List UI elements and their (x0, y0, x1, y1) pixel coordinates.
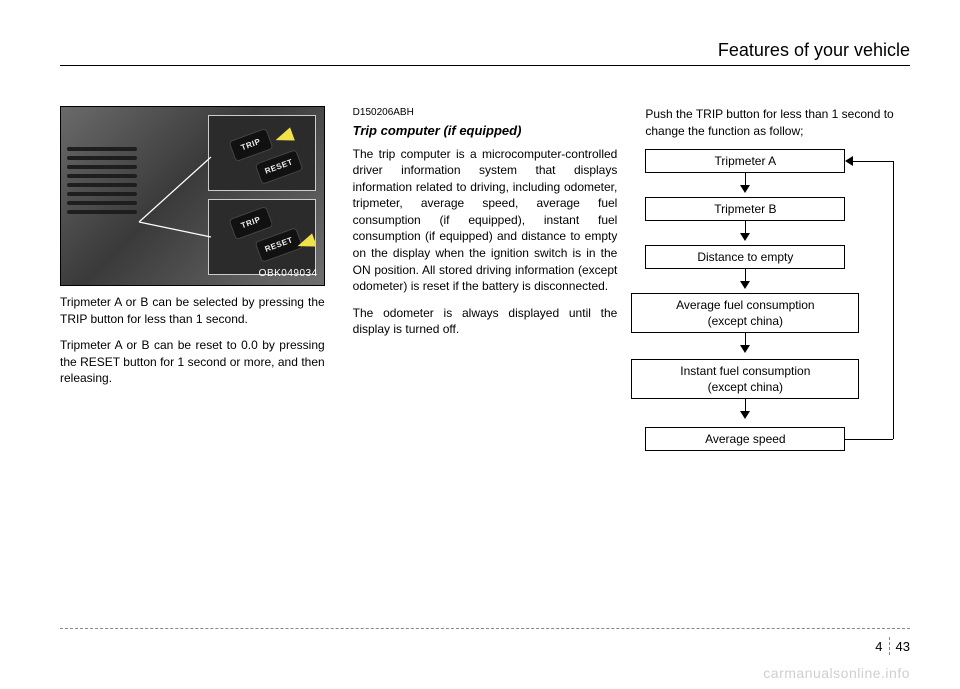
callout-lines (61, 107, 324, 285)
flow-box: Tripmeter A (645, 149, 845, 173)
footer-rule (60, 628, 910, 629)
column-3: Push the TRIP button for less than 1 sec… (645, 106, 910, 509)
chapter-number: 4 (875, 639, 882, 654)
trip-mode-flow-diagram: Tripmeter A Tripmeter B Distance to empty A… (645, 149, 910, 509)
flow-box: Instant fuel consumption (except china) (631, 359, 859, 399)
col2-paragraph-2: The odometer is always displayed until t… (353, 305, 618, 338)
page-index: 43 (896, 639, 910, 654)
flow-box: Average speed (645, 427, 845, 451)
section-subheading: Trip computer (if equipped) (353, 122, 618, 140)
flow-down-arrow (739, 173, 751, 193)
flow-return-line (853, 161, 893, 162)
column-1: TRIP RESET TRIP RESET OBK049034 Tripmete… (60, 106, 325, 509)
column-2: D150206ABH Trip computer (if equipped) T… (353, 106, 618, 509)
section-code: D150206ABH (353, 106, 618, 120)
flow-box: Distance to empty (645, 245, 845, 269)
page-number-separator (889, 637, 890, 655)
col1-paragraph-1: Tripmeter A or B can be selected by pres… (60, 294, 325, 327)
header-rule (60, 65, 910, 66)
flow-box: Average fuel consumption (except china) (631, 293, 859, 333)
page-section-title: Features of your vehicle (60, 40, 910, 61)
flow-return-arrowhead (845, 156, 853, 166)
watermark: carmanualsonline.info (763, 665, 910, 681)
col2-paragraph-1: The trip computer is a microcomputer-con… (353, 146, 618, 295)
flow-down-arrow (739, 269, 751, 289)
flow-down-arrow (739, 333, 751, 353)
flow-return-line (893, 161, 894, 439)
content-columns: TRIP RESET TRIP RESET OBK049034 Tripmete… (60, 106, 910, 509)
photo-reference-code: OBK049034 (259, 267, 318, 281)
flow-box: Tripmeter B (645, 197, 845, 221)
col3-intro: Push the TRIP button for less than 1 sec… (645, 106, 910, 139)
instruction-photo: TRIP RESET TRIP RESET OBK049034 (60, 106, 325, 286)
col1-paragraph-2: Tripmeter A or B can be reset to 0.0 by … (60, 337, 325, 387)
flow-down-arrow (739, 221, 751, 241)
page-number: 4 43 (875, 637, 910, 655)
flow-down-arrow (739, 399, 751, 419)
flow-return-line (845, 439, 893, 440)
